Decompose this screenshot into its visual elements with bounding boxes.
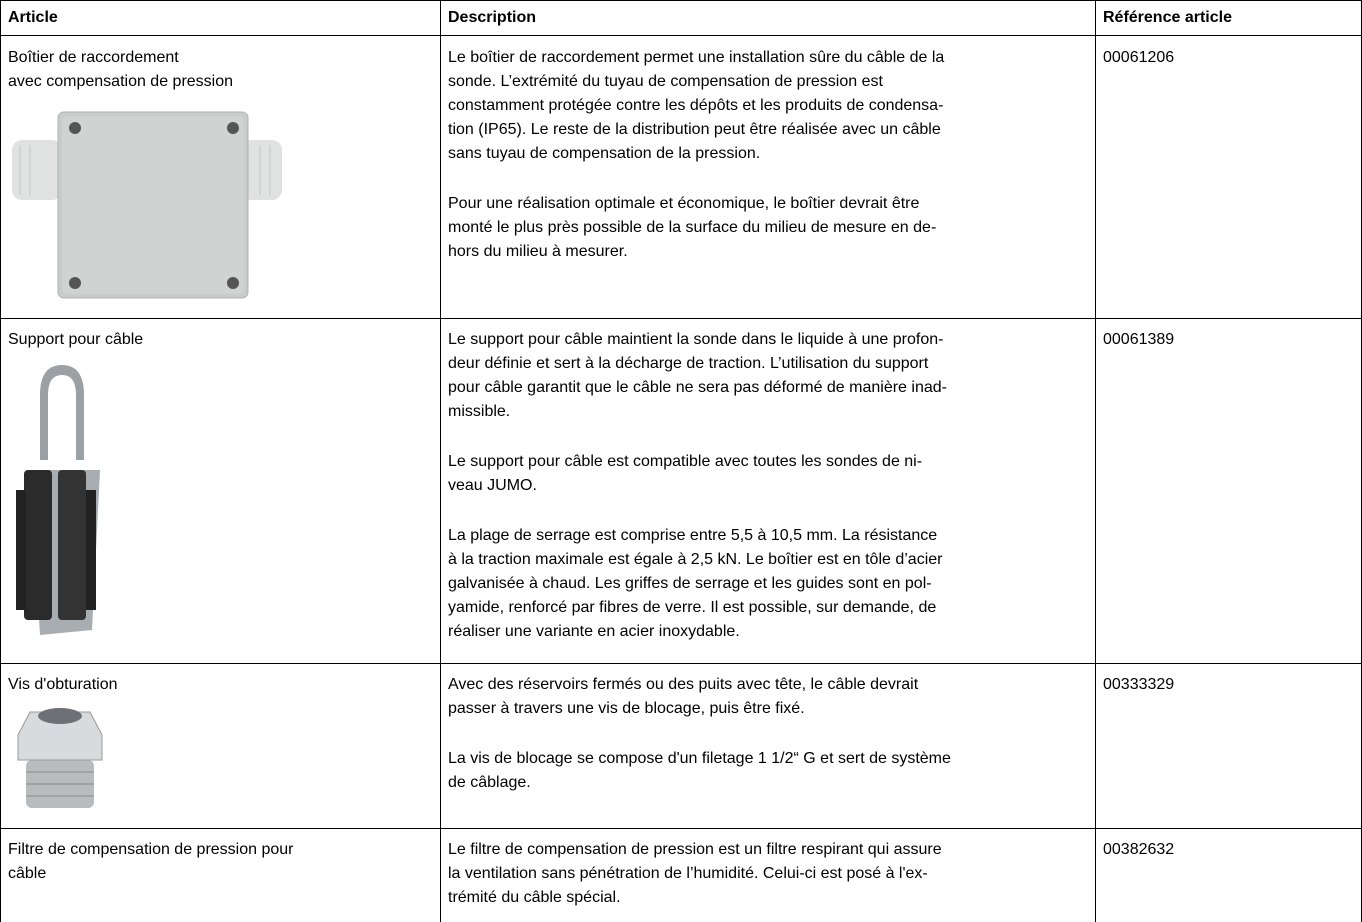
table-rule bbox=[0, 318, 1362, 319]
article-name: Boîtier de raccordement bbox=[8, 49, 179, 66]
header-cell: Référence article bbox=[1103, 9, 1232, 26]
description-line: missible. bbox=[448, 403, 511, 420]
description-line: la ventilation sans pénétration de l’hum… bbox=[448, 865, 928, 882]
junction-box-image bbox=[12, 111, 282, 299]
article-name: Filtre de compensation de pression pour bbox=[8, 841, 294, 858]
table-rule bbox=[0, 35, 1362, 36]
description-line: Le boîtier de raccordement permet une in… bbox=[448, 49, 945, 66]
description-line: monté le plus près possible de la surfac… bbox=[448, 219, 937, 236]
description-line: pour câble garantit que le câble ne sera… bbox=[448, 379, 947, 396]
table-rule bbox=[0, 0, 1362, 1]
description-line: Le support pour câble est compatible ave… bbox=[448, 453, 923, 470]
description-line: tion (IP65). Le reste de la distribution… bbox=[448, 121, 941, 138]
cable-support-image bbox=[16, 365, 100, 635]
article-name: Support pour câble bbox=[8, 331, 144, 348]
description-line: trémité du câble spécial. bbox=[448, 889, 621, 906]
description-line: Avec des réservoirs fermés ou des puits … bbox=[448, 676, 919, 693]
description-line: Le support pour câble maintient la sonde… bbox=[448, 331, 944, 348]
article-name: Vis d'obturation bbox=[8, 676, 118, 693]
plug-screw-image bbox=[17, 708, 103, 808]
description-line: deur définie et sert à la décharge de tr… bbox=[448, 355, 929, 372]
reference: 00061389 bbox=[1103, 331, 1175, 348]
table-rule bbox=[0, 0, 1, 922]
table-rule bbox=[0, 663, 1362, 664]
description-line: yamide, renforcé par fibres de verre. Il… bbox=[448, 599, 937, 616]
description-line: de câblage. bbox=[448, 774, 531, 791]
description-line: à la traction maximale est égale à 2,5 k… bbox=[448, 551, 943, 568]
description-line: réaliser une variante en acier inoxydabl… bbox=[448, 623, 740, 640]
reference: 00333329 bbox=[1103, 676, 1175, 693]
table-rule bbox=[1095, 0, 1096, 922]
description-line: sonde. L’extrémité du tuyau de compensat… bbox=[448, 73, 883, 90]
reference: 00061206 bbox=[1103, 49, 1175, 66]
description-line: passer à travers une vis de blocage, pui… bbox=[448, 700, 805, 717]
description-line: La plage de serrage est comprise entre 5… bbox=[448, 527, 938, 544]
table-rule bbox=[440, 0, 441, 922]
description-line: sans tuyau de compensation de la pressio… bbox=[448, 145, 761, 162]
description-line: constamment protégée contre les dépôts e… bbox=[448, 97, 944, 114]
description-line: La vis de blocage se compose d'un fileta… bbox=[448, 750, 951, 767]
header-cell: Article bbox=[8, 9, 58, 26]
description-line: veau JUMO. bbox=[448, 477, 537, 494]
description-line: Le filtre de compensation de pression es… bbox=[448, 841, 942, 858]
description-line: galvanisée à chaud. Les griffes de serra… bbox=[448, 575, 932, 592]
description-line: hors du milieu à mesurer. bbox=[448, 243, 628, 260]
article-name: avec compensation de pression bbox=[8, 73, 234, 90]
article-name: câble bbox=[8, 865, 47, 882]
header-cell: Description bbox=[448, 9, 537, 26]
reference: 00382632 bbox=[1103, 841, 1175, 858]
table-rule bbox=[0, 828, 1362, 829]
description-line: Pour une réalisation optimale et économi… bbox=[448, 195, 920, 212]
